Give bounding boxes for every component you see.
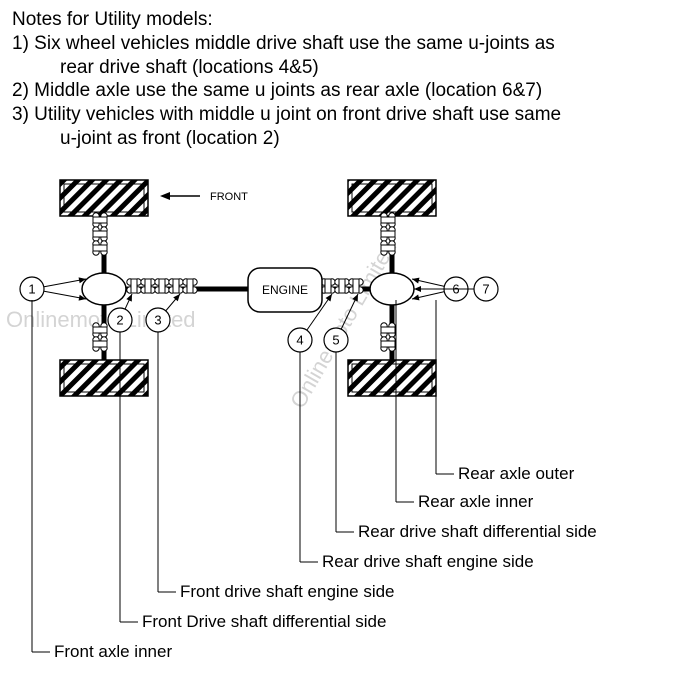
u-joint-icon [93,241,107,255]
svg-text:7: 7 [482,282,489,297]
u-joint-icon [155,279,169,293]
differential [370,273,414,305]
callout-label-5: Rear drive shaft differential side [358,522,597,541]
front-label: FRONT [210,191,248,203]
u-joint-icon [93,323,107,337]
wheel [348,180,436,216]
u-joint-icon [381,323,395,337]
svg-text:3: 3 [154,313,161,328]
callout-label-6: Rear axle inner [418,492,534,511]
u-joint-icon [335,279,349,293]
u-joint-icon [93,337,107,351]
callout-label-2: Front Drive shaft differential side [142,612,386,631]
callout-label-4: Rear drive shaft engine side [322,552,534,571]
u-joint-icon [321,279,335,293]
wheel [348,360,436,396]
svg-text:5: 5 [332,333,339,348]
callout-label-1: Front axle inner [54,642,172,661]
engine-label: ENGINE [262,283,308,297]
u-joint-icon [169,279,183,293]
callout-label-7: Rear axle outer [458,464,575,483]
svg-text:4: 4 [296,333,303,348]
svg-text:2: 2 [116,313,123,328]
callout-label-3: Front drive shaft engine side [180,582,395,601]
u-joint-icon [93,227,107,241]
u-joint-icon [381,337,395,351]
u-joint-icon [127,279,141,293]
drivetrain-diagram: ENGINEFRONT1234567Rear axle outerRear ax… [0,0,700,700]
u-joint-icon [183,279,197,293]
u-joint-icon [381,241,395,255]
u-joint-icon [349,279,363,293]
svg-text:1: 1 [28,282,35,297]
differential [82,273,126,305]
wheel [60,180,148,216]
u-joint-icon [141,279,155,293]
wheel [60,360,148,396]
u-joint-icon [381,227,395,241]
